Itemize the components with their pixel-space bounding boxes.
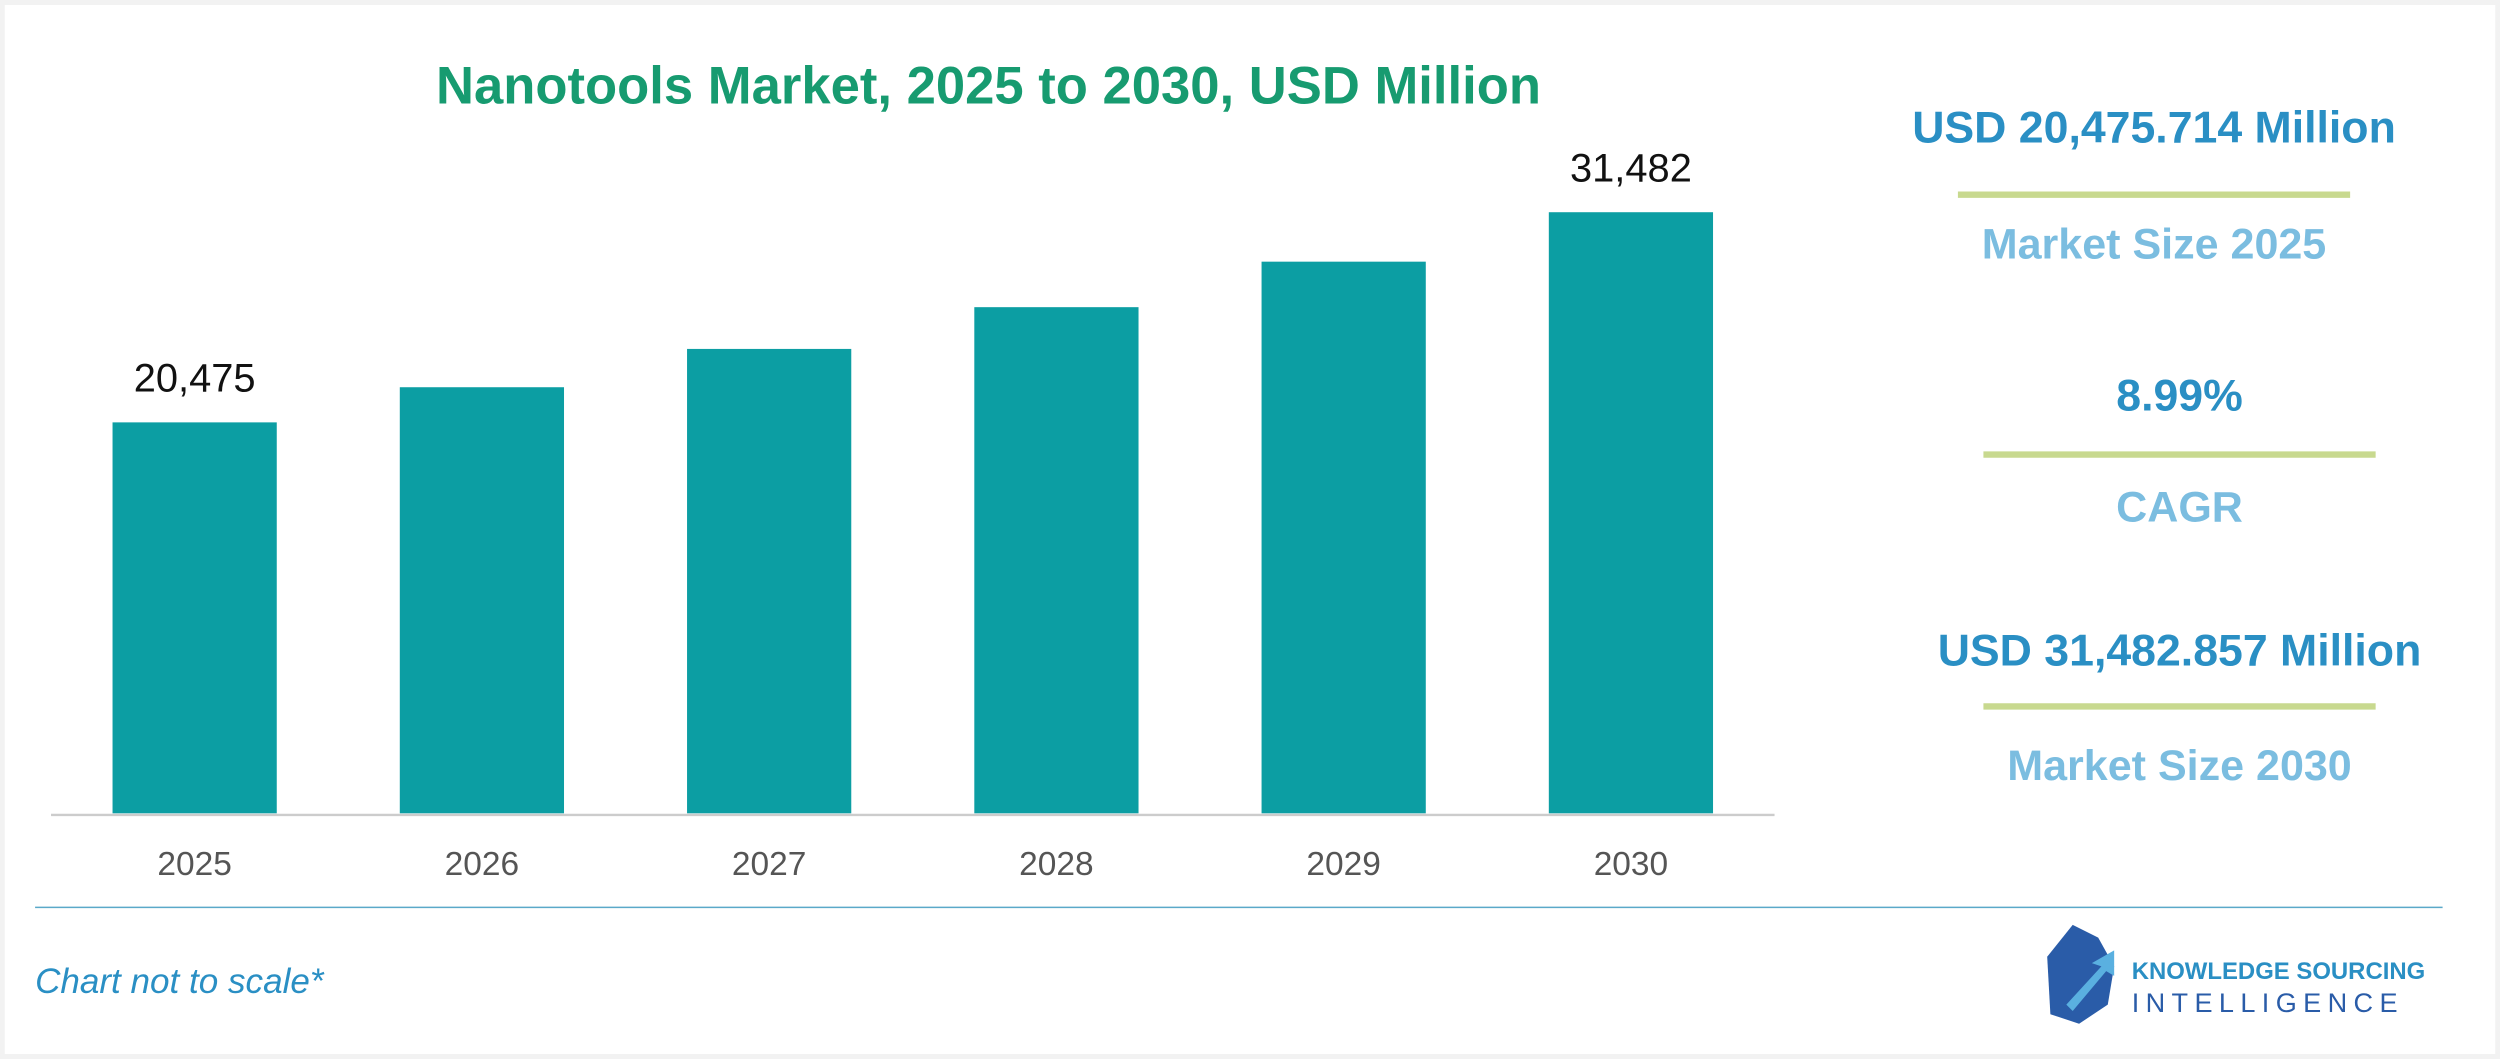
summary-panel: USD 20,475.714 Million Market Size 2025 8.… <box>1912 104 2421 790</box>
summary-value: USD 31,482.857 Million <box>1938 627 2422 676</box>
bar <box>687 348 852 814</box>
logo: KNOWLEDGE SOURCING INTELLIGENCE <box>2047 924 2426 1024</box>
summary-label: Market Size 2025 <box>1982 221 2326 269</box>
x-tick-label: 2027 <box>732 846 806 883</box>
bar <box>974 307 1139 814</box>
logo-line1: KNOWLEDGE SOURCING <box>2132 958 2426 985</box>
bar <box>1548 212 1714 814</box>
x-tick-label: 2030 <box>1594 846 1668 883</box>
summary-label: Market Size 2030 <box>2007 742 2351 790</box>
bar <box>112 422 277 814</box>
summary-value: 8.99% <box>2116 372 2243 421</box>
chart-title: Nanotools Market, 2025 to 2030, USD Mill… <box>436 56 1541 115</box>
summary-value: USD 20,475.714 Million <box>1912 104 2396 153</box>
summary-label: CAGR <box>2116 484 2243 532</box>
x-tick-label: 2029 <box>1306 846 1380 883</box>
x-tick-label: 2026 <box>445 846 519 883</box>
footnote: Chart not to scale* <box>35 962 325 1001</box>
data-label: 31,482 <box>1570 146 1692 190</box>
x-tick-label: 2025 <box>157 846 231 883</box>
bar <box>1261 261 1426 814</box>
data-label: 20,475 <box>134 356 256 400</box>
logo-line2: INTELLIGENCE <box>2132 987 2404 1018</box>
logo-arrow <box>2066 950 2115 1012</box>
bar <box>399 387 565 814</box>
x-tick-label: 2028 <box>1019 846 1093 883</box>
logo-icon <box>2047 924 2115 1024</box>
